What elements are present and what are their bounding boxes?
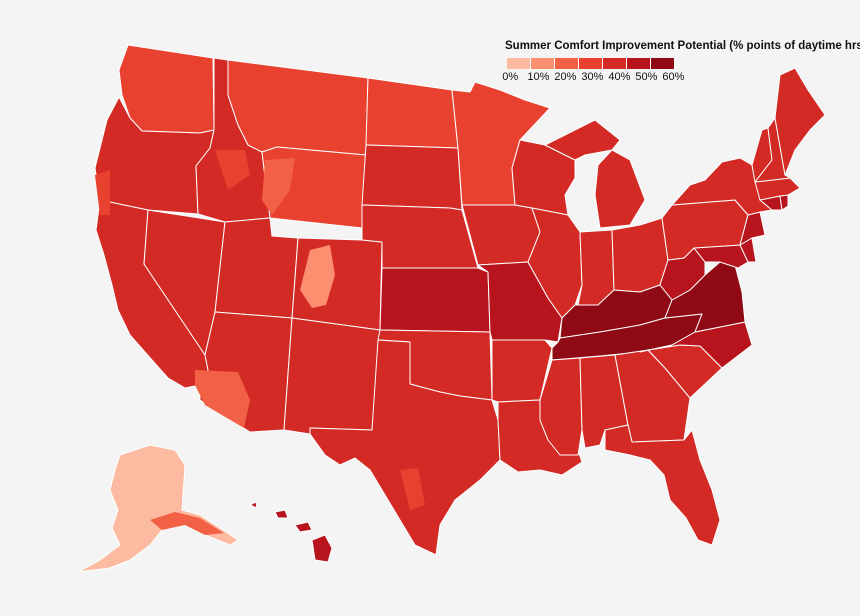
legend-label-0: 0%	[502, 71, 519, 83]
legend-label-10: 10%	[527, 71, 550, 83]
state-florida	[604, 424, 721, 546]
region-wyoming-ranges	[262, 158, 295, 215]
region-pacific-coast	[95, 170, 110, 215]
state-new-mexico	[283, 317, 381, 435]
state-rhode-island	[779, 194, 789, 211]
state-indiana	[577, 229, 615, 306]
legend-title: Summer Comfort Improvement Potential (% …	[505, 40, 860, 52]
region-west-texas	[400, 468, 425, 510]
state-alaska	[77, 444, 239, 573]
region-appalachians	[618, 358, 650, 382]
region-colorado-rockies	[300, 245, 335, 308]
state-mississippi	[539, 357, 583, 456]
region-southern-alaska	[150, 512, 224, 535]
legend-label-30: 30%	[581, 71, 604, 83]
legend-swatch	[651, 58, 675, 69]
state-minnesota	[451, 81, 551, 206]
legend-label-20: 20%	[554, 71, 577, 83]
state-maine	[774, 67, 826, 176]
region-southwest-desert	[195, 370, 250, 428]
legend-swatch	[555, 58, 579, 69]
state-north-carolina	[639, 321, 753, 369]
legend-label-50: 50%	[635, 71, 658, 83]
region-idaho-mountains	[215, 150, 250, 190]
legend: Summer Comfort Improvement Potential (% …	[502, 40, 860, 85]
state-washington	[118, 44, 215, 134]
legend-labels: 0% 10% 20% 30% 40% 50% 60%	[502, 71, 695, 85]
state-texas	[309, 339, 501, 556]
legend-swatch	[507, 58, 531, 69]
legend-label-40: 40%	[608, 71, 631, 83]
legend-swatch	[627, 58, 651, 69]
legend-color-scale	[507, 58, 675, 69]
legend-swatch	[579, 58, 603, 69]
state-south-dakota	[361, 144, 463, 211]
state-ohio	[611, 217, 669, 293]
state-montana	[227, 59, 369, 156]
legend-swatch	[603, 58, 627, 69]
state-hawaii	[249, 501, 333, 563]
state-north-dakota	[365, 77, 459, 149]
state-utah	[214, 217, 299, 319]
legend-swatch	[531, 58, 555, 69]
legend-label-60: 60%	[662, 71, 685, 83]
state-michigan	[544, 119, 646, 229]
state-kansas	[379, 267, 491, 333]
